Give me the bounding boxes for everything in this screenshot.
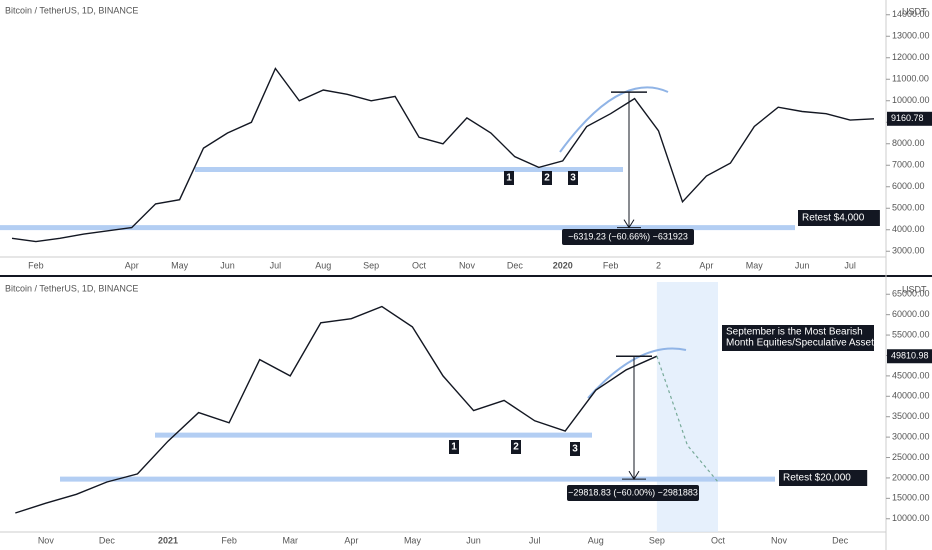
x-tick-label: 2020: [553, 260, 573, 270]
x-tick-label: Aug: [315, 260, 331, 270]
y-tick-label: 14000.00: [892, 9, 930, 19]
measure-label: −29818.83 (−60.00%) −2981883: [568, 487, 698, 497]
chart-title: Bitcoin / TetherUS, 1D, BINANCE: [5, 5, 138, 15]
y-tick-label: 6000.00: [892, 181, 925, 191]
y-tick-label: 35000.00: [892, 411, 930, 421]
retest-label-bg: [779, 470, 868, 486]
y-tick-label: 60000.00: [892, 309, 930, 319]
y-tick-label: 40000.00: [892, 391, 930, 401]
x-tick-label: Sep: [649, 535, 665, 545]
wave-label-bg: [504, 171, 514, 185]
wave-label-bg: [568, 171, 578, 185]
x-tick-label: Feb: [221, 535, 237, 545]
y-tick-label: 25000.00: [892, 452, 930, 462]
x-tick-label: Sep: [363, 260, 379, 270]
x-tick-label: Jun: [466, 535, 481, 545]
x-tick-label: Jul: [270, 260, 282, 270]
x-tick-label: Dec: [832, 535, 849, 545]
y-tick-label: 45000.00: [892, 370, 930, 380]
wave-label: 1: [451, 442, 457, 453]
measure-label-bg: [562, 229, 694, 245]
note-text: Month Equities/Speculative Assets: [726, 338, 879, 349]
y-tick-label: 3000.00: [892, 246, 925, 256]
x-tick-label: Jul: [529, 535, 541, 545]
chart-title: Bitcoin / TetherUS, 1D, BINANCE: [5, 283, 138, 293]
y-tick-label: 30000.00: [892, 431, 930, 441]
measure-label: −6319.23 (−60.66%) −631923: [568, 231, 688, 241]
y-tick-label: 12000.00: [892, 52, 930, 62]
unit-label: USDT: [902, 6, 927, 16]
last-price-label: 9160.78: [891, 113, 924, 123]
wave-label: 3: [570, 173, 576, 184]
x-tick-label: 2021: [158, 535, 178, 545]
retest-label-bg: [798, 210, 880, 226]
y-tick-label: 15000.00: [892, 493, 930, 503]
note-text: September is the Most Bearish: [726, 327, 863, 338]
unit-label: USDT: [902, 284, 927, 294]
retest-label: Retest $20,000: [783, 473, 851, 484]
x-tick-label: Dec: [507, 260, 524, 270]
last-price-bg: [887, 111, 932, 126]
last-price-bg: [887, 349, 932, 364]
wave-label-bg: [449, 440, 459, 454]
x-tick-label: Apr: [699, 260, 713, 270]
x-tick-label: Apr: [125, 260, 139, 270]
arrow-head: [628, 470, 640, 481]
y-tick-label: 7000.00: [892, 160, 925, 170]
arrow-head: [623, 219, 635, 229]
x-tick-label: Jul: [844, 260, 856, 270]
y-tick-label: 65000.00: [892, 289, 930, 299]
wave-label: 2: [544, 173, 550, 184]
y-tick-label: 13000.00: [892, 31, 930, 41]
x-tick-label: May: [746, 260, 764, 270]
x-tick-label: May: [404, 535, 422, 545]
x-tick-label: Nov: [459, 260, 476, 270]
y-tick-label: 20000.00: [892, 472, 930, 482]
x-tick-label: Apr: [344, 535, 358, 545]
projection-line: [656, 356, 719, 483]
wave-label-bg: [570, 442, 580, 456]
note-bg: [722, 325, 874, 351]
price-line: [11, 67, 875, 243]
y-tick-label: 55000.00: [892, 329, 930, 339]
x-tick-label: Oct: [412, 260, 427, 270]
x-tick-label: 2: [656, 260, 661, 270]
wave-label: 2: [513, 442, 519, 453]
wave-label: 1: [506, 173, 512, 184]
trend-arc: [559, 86, 669, 153]
x-tick-label: Feb: [28, 260, 44, 270]
x-tick-label: Dec: [99, 535, 116, 545]
trend-arc: [587, 347, 687, 399]
measure-label-bg: [567, 485, 699, 501]
x-tick-label: Aug: [588, 535, 604, 545]
wave-label-bg: [542, 171, 552, 185]
y-tick-label: 11000.00: [892, 74, 929, 84]
y-tick-label: 5000.00: [892, 203, 925, 213]
x-tick-label: Jun: [220, 260, 235, 270]
y-tick-label: 4000.00: [892, 224, 925, 234]
x-tick-label: Nov: [771, 535, 788, 545]
x-tick-label: Mar: [282, 535, 298, 545]
y-tick-label: 10000.00: [892, 513, 930, 523]
y-tick-label: 8000.00: [892, 138, 925, 148]
wave-label: 3: [572, 444, 578, 455]
x-tick-label: Oct: [711, 535, 726, 545]
last-price-label: 49810.98: [891, 351, 929, 361]
price-line: [15, 305, 658, 514]
retest-label: Retest $4,000: [802, 213, 865, 224]
y-tick-label: 10000.00: [892, 95, 930, 105]
x-tick-label: Nov: [38, 535, 55, 545]
wave-label-bg: [511, 440, 521, 454]
x-tick-label: Feb: [603, 260, 619, 270]
x-tick-label: May: [171, 260, 189, 270]
x-tick-label: Jun: [795, 260, 810, 270]
